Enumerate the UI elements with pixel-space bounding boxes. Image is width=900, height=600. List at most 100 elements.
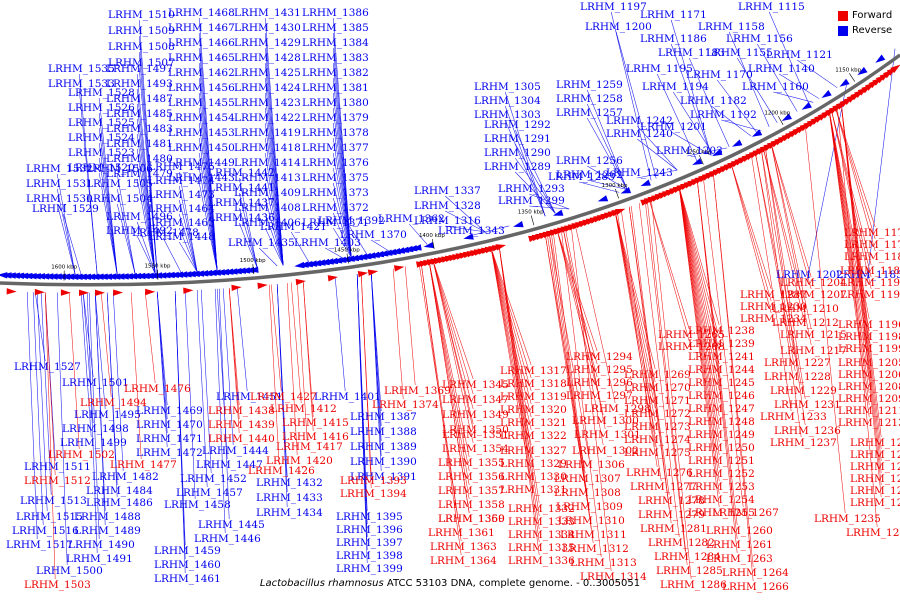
gene-label-lrhm_1259[interactable]: LRHM_1259: [556, 79, 623, 91]
gene-label-lrhm_1258[interactable]: LRHM_1258: [556, 93, 623, 105]
gene-label-lrhm_1193[interactable]: LRHM_1193: [840, 289, 900, 301]
reverse-gene[interactable]: [386, 248, 397, 256]
gene-label-lrhm_1506[interactable]: LRHM_1506: [86, 163, 153, 175]
gene-label-lrhm_1531[interactable]: LRHM_1531: [26, 178, 93, 190]
gene-label-lrhm_1322[interactable]: LRHM_1322: [500, 430, 567, 442]
gene-label-lrhm_1249[interactable]: LRHM_1249: [688, 429, 755, 441]
gene-label-lrhm_1508[interactable]: LRHM_1508: [108, 41, 175, 53]
gene-label-lrhm_1321[interactable]: LRHM_1321: [500, 417, 567, 429]
gene-label-lrhm_1305[interactable]: LRHM_1305: [474, 81, 541, 93]
gene-label-lrhm_1374[interactable]: LRHM_1374: [372, 399, 439, 411]
reverse-gene[interactable]: [751, 129, 763, 137]
reverse-gene[interactable]: [411, 244, 422, 251]
gene-label-lrhm_1265[interactable]: LRHM_1265: [658, 329, 725, 341]
gene-label-lrhm_1290[interactable]: LRHM_1290: [484, 147, 551, 159]
gene-label-lrhm_1300[interactable]: LRHM_1300: [572, 415, 639, 427]
gene-label-lrhm_1430[interactable]: LRHM_1430: [234, 22, 301, 34]
gene-label-lrhm_1471[interactable]: LRHM_1471: [136, 433, 203, 445]
gene-label-lrhm_1195[interactable]: LRHM_1195: [626, 63, 693, 75]
gene-label-lrhm_1357[interactable]: LRHM_1357: [438, 485, 505, 497]
gene-label-lrhm_1276[interactable]: LRHM_1276: [626, 467, 693, 479]
gene-label-lrhm_1379[interactable]: LRHM_1379: [302, 112, 369, 124]
gene-label-lrhm_1360[interactable]: LRHM_1360: [438, 513, 505, 525]
gene-label-lrhm_1260[interactable]: LRHM_1260: [706, 525, 773, 537]
gene-label-lrhm_1511[interactable]: LRHM_1511: [24, 461, 91, 473]
gene-label-lrhm_1199[interactable]: LRHM_1199: [838, 343, 900, 355]
gene-label-lrhm_1406[interactable]: LRHM_1406: [234, 217, 301, 229]
gene-label-lrhm_1213[interactable]: LRHM_1213: [838, 417, 900, 429]
gene-label-lrhm_1299[interactable]: LRHM_1299: [498, 195, 565, 207]
gene-label-lrhm_1395[interactable]: LRHM_1395: [336, 511, 403, 523]
reverse-gene[interactable]: [403, 245, 414, 253]
reverse-gene[interactable]: [240, 267, 251, 274]
gene-label-lrhm_1510[interactable]: LRHM_1510: [108, 9, 175, 21]
forward-gene[interactable]: [6, 288, 17, 295]
gene-label-lrhm_1271[interactable]: LRHM_1271: [624, 395, 691, 407]
gene-label-lrhm_1281[interactable]: LRHM_1281: [640, 523, 707, 535]
reverse-gene[interactable]: [712, 149, 723, 157]
gene-label-lrhm_1475[interactable]: LRHM_1475: [148, 161, 215, 173]
gene-label-lrhm_1251[interactable]: LRHM_1251: [688, 455, 755, 467]
gene-label-lrhm_1171[interactable]: LRHM_1171: [640, 9, 707, 21]
forward-gene[interactable]: [295, 278, 306, 286]
gene-label-lrhm_1488[interactable]: LRHM_1488: [74, 511, 141, 523]
gene-label-lrhm_1220[interactable]: LRHM_1220: [850, 473, 900, 485]
gene-label-lrhm_1509[interactable]: LRHM_1509: [108, 25, 175, 37]
gene-label-lrhm_1215[interactable]: LRHM_1215: [780, 329, 847, 341]
gene-label-lrhm_1424[interactable]: LRHM_1424: [234, 82, 301, 94]
gene-label-lrhm_1277[interactable]: LRHM_1277: [630, 481, 697, 493]
reverse-gene[interactable]: [640, 179, 651, 187]
reverse-gene[interactable]: [223, 268, 234, 275]
gene-label-lrhm_1364[interactable]: LRHM_1364: [430, 555, 497, 567]
reverse-gene[interactable]: [597, 195, 609, 202]
reverse-gene[interactable]: [327, 257, 339, 265]
gene-label-lrhm_1283[interactable]: LRHM_1283: [548, 171, 615, 183]
forward-gene[interactable]: [614, 208, 626, 216]
gene-label-lrhm_1385[interactable]: LRHM_1385: [302, 22, 369, 34]
gene-label-lrhm_1489[interactable]: LRHM_1489: [74, 525, 141, 537]
reverse-gene[interactable]: [311, 259, 322, 267]
gene-label-lrhm_1423[interactable]: LRHM_1423: [234, 97, 301, 109]
gene-label-lrhm_1182[interactable]: LRHM_1182: [680, 95, 747, 107]
gene-label-lrhm_1443[interactable]: LRHM_1443: [168, 172, 235, 184]
gene-label-lrhm_1200[interactable]: LRHM_1200: [585, 21, 652, 33]
gene-label-lrhm_1394[interactable]: LRHM_1394: [340, 488, 407, 500]
gene-label-lrhm_1447[interactable]: LRHM_1447: [196, 459, 263, 471]
gene-label-lrhm_1503[interactable]: LRHM_1503: [24, 579, 91, 591]
gene-label-lrhm_1178[interactable]: LRHM_1178: [844, 239, 900, 251]
gene-label-lrhm_1451[interactable]: LRHM_1451: [216, 391, 283, 403]
gene-label-lrhm_1431[interactable]: LRHM_1431: [234, 7, 301, 19]
gene-label-lrhm_1468[interactable]: LRHM_1468: [168, 7, 235, 19]
gene-label-lrhm_1421[interactable]: LRHM_1421: [260, 221, 327, 233]
gene-label-lrhm_1270[interactable]: LRHM_1270: [624, 382, 691, 394]
gene-label-lrhm_1192[interactable]: LRHM_1192: [690, 109, 757, 121]
gene-label-lrhm_1477[interactable]: LRHM_1477: [110, 459, 177, 471]
gene-label-lrhm_1470[interactable]: LRHM_1470: [136, 419, 203, 431]
gene-label-lrhm_1296[interactable]: LRHM_1296: [566, 377, 633, 389]
gene-label-lrhm_1297[interactable]: LRHM_1297: [566, 390, 633, 402]
gene-label-lrhm_1502[interactable]: LRHM_1502: [48, 449, 115, 461]
gene-label-lrhm_1320[interactable]: LRHM_1320: [500, 404, 567, 416]
gene-label-lrhm_1267[interactable]: LRHM_1267: [712, 507, 779, 519]
gene-label-lrhm_1373[interactable]: LRHM_1373: [302, 187, 369, 199]
gene-label-lrhm_1204[interactable]: LRHM_1204: [780, 277, 847, 289]
gene-label-lrhm_1416[interactable]: LRHM_1416: [282, 431, 349, 443]
gene-label-lrhm_1285[interactable]: LRHM_1285: [656, 565, 723, 577]
reverse-gene[interactable]: [336, 256, 347, 263]
gene-label-lrhm_1197[interactable]: LRHM_1197: [580, 1, 647, 13]
gene-label-lrhm_1448[interactable]: LRHM_1448: [148, 231, 215, 243]
gene-label-lrhm_1261[interactable]: LRHM_1261: [706, 539, 773, 551]
reverse-gene[interactable]: [227, 268, 238, 275]
gene-label-lrhm_1452[interactable]: LRHM_1452: [180, 473, 247, 485]
gene-label-lrhm_1515[interactable]: LRHM_1515: [16, 511, 83, 523]
gene-label-lrhm_1196[interactable]: LRHM_1196: [838, 319, 900, 331]
gene-label-lrhm_1337[interactable]: LRHM_1337: [414, 185, 481, 197]
gene-label-lrhm_1392[interactable]: LRHM_1392: [318, 215, 385, 227]
gene-label-lrhm_1350[interactable]: LRHM_1350: [442, 424, 509, 436]
gene-label-lrhm_1190[interactable]: LRHM_1190: [840, 277, 900, 289]
gene-label-lrhm_1230[interactable]: LRHM_1230: [740, 301, 807, 313]
reverse-gene[interactable]: [348, 254, 360, 262]
gene-label-lrhm_1491[interactable]: LRHM_1491: [66, 553, 133, 565]
gene-label-lrhm_1409[interactable]: LRHM_1409: [234, 187, 301, 199]
gene-label-lrhm_1460[interactable]: LRHM_1460: [154, 559, 221, 571]
